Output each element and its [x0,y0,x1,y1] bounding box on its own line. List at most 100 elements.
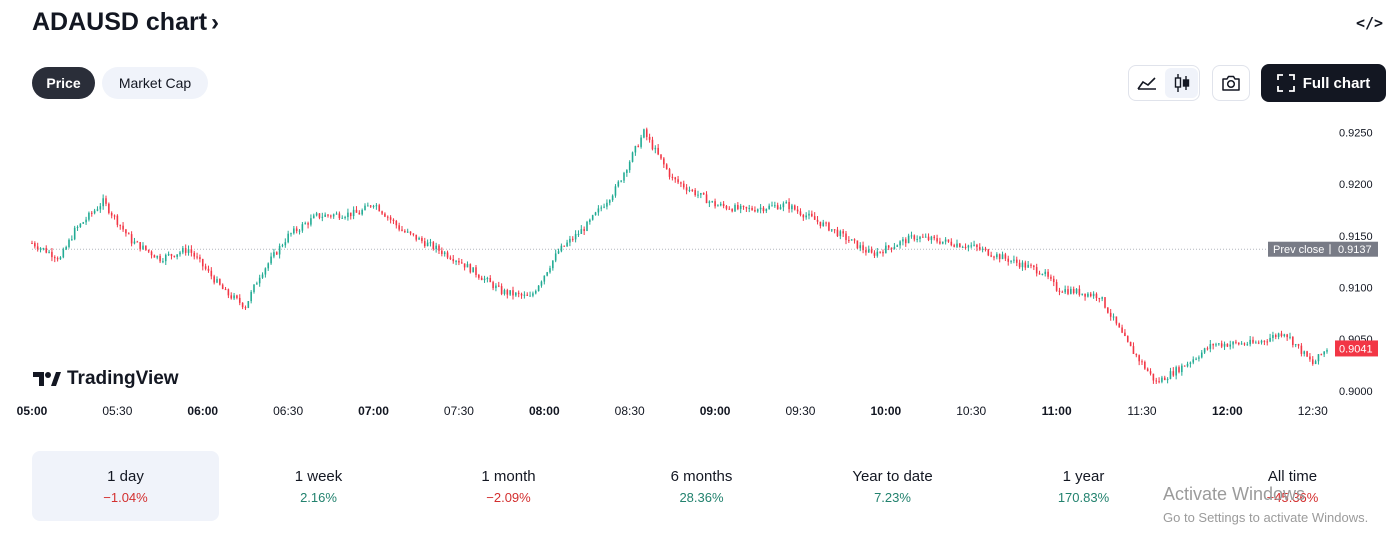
candle-body [927,236,930,240]
tab-price[interactable]: Price [32,67,95,99]
candle-body [1041,273,1044,275]
period-1-year[interactable]: 1 year 170.83% [990,451,1177,521]
candle-body [591,215,594,220]
period-1-day[interactable]: 1 day −1.04% [32,451,219,521]
candle-body [836,229,839,237]
price-chart[interactable]: 0.92500.92000.91500.91000.90500.9000Prev… [0,110,1400,430]
candle-body [899,241,901,246]
candle-body [543,275,546,282]
candle-body [520,293,523,296]
candle-body [1200,352,1203,358]
candle-body [722,203,725,206]
candle-body [981,248,984,250]
candle-body [156,255,159,258]
candle-body [275,252,278,255]
candle-body [1303,351,1306,354]
candle-body [1235,341,1237,343]
candle-body [813,216,816,220]
chart-title[interactable]: ADAUSD chart › [32,8,219,37]
candle-body [31,243,33,245]
candle-body [756,209,759,212]
candle-body [381,211,383,214]
candle-body [358,212,361,215]
candle-body [1286,334,1288,338]
candle-body [133,241,136,244]
x-axis-tick-label: 07:30 [444,404,474,418]
candle-body [492,282,494,289]
candle-body [705,194,708,204]
candle-body [1098,298,1101,300]
candle-body [916,238,918,240]
candle-body [85,219,87,223]
candle-body [930,236,933,240]
candle-body [534,291,537,294]
candle-body [207,268,210,271]
candle-body [953,245,955,247]
candle-body [873,252,876,256]
full-chart-button[interactable]: Full chart [1261,64,1386,102]
candle-body [663,158,665,165]
candle-body [367,205,369,207]
candle-body [398,225,400,230]
candle-body [560,245,563,252]
candle-body [978,247,981,250]
chevron-right-icon: › [211,8,220,36]
period-1-week[interactable]: 1 week 2.16% [225,451,412,521]
candle-body [307,223,309,225]
candle-body [768,205,770,209]
candle-body [680,182,682,184]
period-change: −45.36% [1266,489,1319,505]
candle-body [409,231,412,234]
candle-body [233,295,235,299]
candle-body [1255,342,1257,344]
candle-body [682,183,685,188]
candle-body [68,239,70,248]
candle-body [1206,348,1209,350]
candle-body [885,245,887,254]
tab-market-cap[interactable]: Market Cap [102,67,208,99]
candle-body [1072,288,1075,294]
candle-body [378,205,381,212]
candle-body [1021,262,1024,268]
candle-body [1203,348,1206,353]
candle-body [603,206,605,208]
candle-body [90,212,93,214]
x-axis-tick-label: 06:00 [187,404,218,418]
candle-body [808,213,810,216]
candlestick-icon [1174,74,1189,92]
candle-body [1001,254,1004,260]
candle-body [1035,267,1038,274]
candle-body [896,245,899,247]
tradingview-logo[interactable]: TradingView [33,368,179,390]
candle-body [933,236,936,239]
last-price-value: 0.9041 [1339,343,1373,355]
period-year-to-date[interactable]: Year to date 7.23% [799,451,986,521]
period-6-months[interactable]: 6 months 28.36% [608,451,795,521]
candle-body [566,242,568,247]
candle-body [173,255,176,257]
candle-body [1297,344,1300,346]
embed-code-icon[interactable]: </> [1356,14,1384,32]
candle-body [1215,344,1217,346]
period-change: 2.16% [300,489,337,505]
candle-body [947,239,950,242]
candle-body [811,213,813,217]
candle-body [182,248,184,253]
candle-body [125,229,127,234]
candle-body [845,233,847,241]
screenshot-button[interactable] [1212,65,1250,101]
candle-body [179,252,181,255]
candle-body [1283,334,1286,337]
candle-body [341,217,344,219]
candle-body [739,205,742,210]
candle-body [1118,323,1121,328]
candle-body [1220,343,1223,347]
candle-body [745,206,748,209]
period-1-month[interactable]: 1 month −2.09% [415,451,602,521]
candle-body [1132,346,1135,354]
candle-body [805,215,807,218]
period-all-time[interactable]: All time −45.36% [1199,451,1386,521]
candle-body [324,214,326,217]
area-chart-button[interactable] [1130,68,1163,98]
candlestick-button[interactable] [1165,68,1198,98]
